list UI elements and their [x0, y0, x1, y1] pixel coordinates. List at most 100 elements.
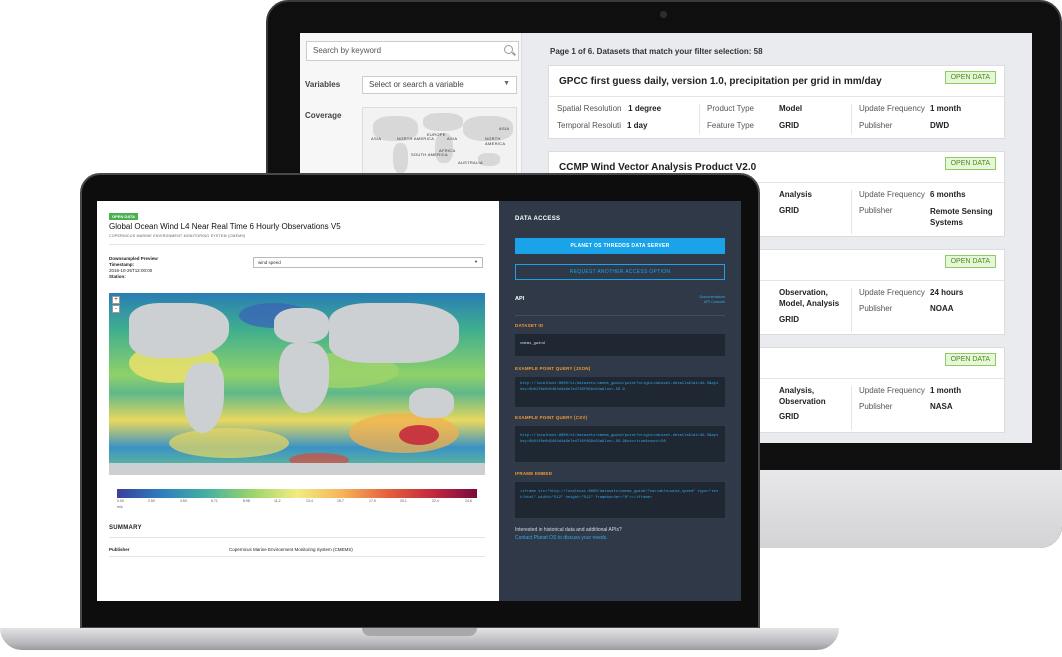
variables-select-value: Select or search a variable	[369, 80, 464, 89]
feature-type-value: GRID	[779, 315, 799, 324]
legend-tick: 13.4	[306, 499, 313, 503]
open-data-badge: OPEN DATA	[109, 213, 138, 220]
map-landmass	[463, 116, 513, 141]
csv-query-code[interactable]: http://localhost:8000/v1/datasets/cmems_…	[515, 426, 725, 462]
product-type: Product Type	[707, 104, 754, 113]
product-type-value: Analysis, Observation	[779, 385, 847, 407]
update-frequency-value: 1 month	[930, 386, 961, 395]
map-label: EUROPE	[427, 132, 446, 137]
legend-tick: 15.7	[337, 499, 344, 503]
chevron-down-icon: ▼	[474, 259, 478, 264]
iframe-embed-code[interactable]: <iframe src="http://localhost:8000/datas…	[515, 482, 725, 518]
continent-asia	[329, 303, 459, 363]
map-label: SOUTH AMERICA	[411, 152, 449, 157]
kv-value: GRID	[779, 206, 799, 215]
temporal-resolution-key: Temporal Resolution	[557, 121, 621, 130]
legend-tick: 17.9	[369, 499, 376, 503]
column-divider	[851, 288, 852, 332]
feature-type-value: GRID	[779, 206, 799, 215]
thredds-server-button[interactable]: PLANET OS THREDDS DATA SERVER	[515, 238, 725, 254]
product-type-value: Model	[779, 104, 802, 113]
json-query-code[interactable]: http://localhost:8000/v1/datasets/cmems_…	[515, 377, 725, 407]
api-links: Documentation API Console	[699, 295, 725, 305]
zoom-out-button[interactable]: -	[112, 305, 120, 313]
map-label: NORTH AMERICA	[397, 136, 435, 141]
documentation-link[interactable]: Documentation	[699, 295, 725, 299]
map-landmass	[435, 133, 453, 163]
card-divider	[549, 378, 1004, 379]
api-heading: API	[515, 296, 525, 302]
dataset-title[interactable]: CCMP Wind Vector Analysis Product V2.0	[559, 162, 757, 173]
temporal-resolution-value: 1 day	[627, 121, 647, 130]
kv-key: Product Type	[707, 104, 754, 113]
wind-field	[169, 428, 289, 458]
kv-value: Analysis, Observation	[779, 386, 826, 406]
dataset-title[interactable]: GPCC first guess daily, version 1.0, pre…	[559, 76, 882, 87]
timestamp-value: 2016-10-26T12:00:00	[109, 268, 153, 273]
legend-tick: 0.00	[117, 499, 124, 503]
continent-antarctica	[109, 463, 485, 475]
publisher-label: Publisher	[109, 547, 130, 552]
kv-key: Spatial Resolution	[557, 104, 622, 113]
search-icon[interactable]	[504, 45, 513, 54]
column-divider	[851, 104, 852, 134]
card-divider	[549, 96, 1004, 97]
continent-australia	[409, 388, 454, 418]
chevron-down-icon: ▼	[503, 80, 510, 87]
kv-value: Observation, Model, Analysis	[779, 288, 840, 308]
open-data-badge: OPEN DATA	[944, 71, 996, 84]
dataset-card[interactable]: GPCC first guess daily, version 1.0, pre…	[548, 65, 1005, 139]
dataset-id-label: DATASET ID	[515, 323, 544, 328]
map-landmass	[393, 143, 408, 173]
kv-value: GRID	[779, 315, 799, 324]
timestamp-label: Timestamp:	[109, 262, 135, 267]
map-landmass	[423, 113, 463, 131]
preview-label: Downsampled Preview	[109, 256, 158, 261]
results-summary: Page 1 of 6. Datasets that match your fi…	[550, 47, 763, 56]
spatial-resolution: Spatial Resolution 1 degree	[557, 104, 661, 113]
publisher: Publisher	[859, 402, 893, 411]
contact-link[interactable]: Contact Planet OS to discuss your needs.	[515, 535, 608, 541]
kv-value: 6 months	[930, 190, 966, 199]
laptop-notch	[362, 628, 477, 636]
wind-speed-map[interactable]: + -	[109, 293, 485, 475]
update-frequency: Update Frequency	[859, 190, 925, 199]
search-input[interactable]: Search by keyword	[306, 41, 519, 61]
dataset-id-code[interactable]: cmems_gwind	[515, 334, 725, 356]
feature-type: Feature Type	[707, 121, 754, 130]
product-type-value: Observation, Model, Analysis	[779, 287, 847, 309]
zoom-in-button[interactable]: +	[112, 296, 120, 304]
publisher-value: Remote Sensing Systems	[930, 206, 1000, 228]
column-divider	[851, 386, 852, 430]
divider	[109, 556, 485, 557]
search-placeholder: Search by keyword	[313, 46, 382, 55]
variables-select[interactable]: Select or search a variable ▼	[362, 76, 517, 94]
variable-select[interactable]: wind speed ▼	[253, 257, 483, 268]
dataset-publisher-subtitle: COPERNICUS MARINE ENVIRONMENT MONITORING…	[109, 234, 246, 238]
station-label: Station:	[109, 274, 126, 279]
kv-value: GRID	[779, 412, 799, 421]
dataset-title: Global Ocean Wind L4 Near Real Time 6 Ho…	[109, 222, 341, 231]
kv-value: DWD	[930, 121, 950, 130]
divider	[515, 315, 725, 316]
json-query-label: EXAMPLE POINT QUERY (JSON)	[515, 366, 591, 371]
coverage-map[interactable]: ASIA NORTH AMERICA EUROPE ASIA AFRICA SO…	[362, 107, 517, 182]
publisher-value: Copernicus Marine Environment Monitoring…	[229, 547, 353, 552]
continent-europe	[274, 308, 329, 343]
kv-key: Feature Type	[707, 121, 754, 130]
camera-icon	[660, 11, 667, 18]
kv-value: Remote Sensing Systems	[930, 207, 993, 227]
coverage-label: Coverage	[305, 111, 342, 120]
kv-value: Analysis	[779, 190, 812, 199]
open-data-badge: OPEN DATA	[944, 157, 996, 170]
publisher-value: DWD	[930, 121, 949, 130]
legend-tick: 11.2	[274, 499, 281, 503]
update-frequency-value: 24 hours	[930, 288, 963, 297]
map-landmass	[478, 153, 500, 166]
continent-north-america	[129, 303, 229, 358]
request-access-button[interactable]: REQUEST ANOTHER ACCESS OPTION	[515, 264, 725, 280]
summary-heading: SUMMARY	[109, 525, 142, 531]
card-divider	[549, 280, 1004, 281]
api-console-link[interactable]: API Console	[703, 300, 725, 304]
map-label: AUSTRALIA	[458, 160, 483, 165]
